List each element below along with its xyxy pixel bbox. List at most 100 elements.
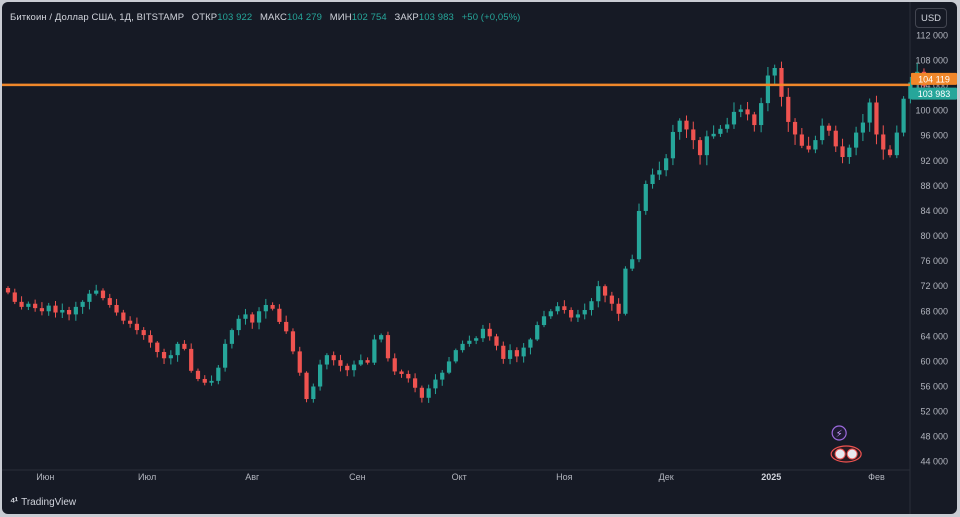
x-tick-label: Июл (138, 472, 156, 482)
candle-body (202, 378, 207, 383)
candle-body (128, 320, 133, 324)
candle-body (630, 259, 635, 269)
tradingview-logo[interactable]: ⁴¹ TradingView (10, 496, 76, 508)
candle-body (657, 170, 662, 175)
y-tick-label: 56 000 (920, 381, 948, 391)
candle-body (779, 68, 784, 97)
y-tick-label: 72 000 (920, 281, 948, 291)
candle-body (290, 331, 296, 352)
candle-body (847, 147, 852, 158)
candle-body (345, 365, 350, 371)
candle-body (752, 114, 757, 126)
candle-body (26, 303, 31, 307)
candle-body (881, 134, 886, 150)
tradingview-logo-icon: ⁴¹ (10, 496, 18, 508)
candle-body (718, 128, 723, 134)
candle-body (440, 372, 445, 380)
candle-body (73, 306, 78, 315)
y-tick-label: 80 000 (920, 231, 948, 241)
candle-body (331, 355, 336, 361)
x-tick-label: Фев (868, 472, 885, 482)
currency-button[interactable]: USD (915, 8, 947, 28)
candle-body (453, 350, 458, 362)
candle-body (141, 330, 146, 336)
close-label: ЗАКР (394, 12, 419, 23)
candle-body (460, 343, 465, 351)
candle-body (433, 379, 438, 389)
candle-body (664, 158, 669, 171)
candle-body (426, 388, 431, 398)
candle-body (494, 336, 499, 346)
y-tick-label: 100 000 (915, 106, 948, 116)
candle-body (114, 304, 119, 313)
candle-body (704, 136, 709, 156)
candle-body (372, 339, 377, 363)
candle-body (39, 308, 45, 312)
y-tick-label: 92 000 (920, 156, 948, 166)
candle-body (446, 361, 452, 373)
candle-body (521, 347, 526, 357)
last-price-text: 103 983 (918, 89, 951, 99)
x-tick-label: Сен (349, 472, 366, 482)
candle-body (867, 102, 872, 123)
y-tick-label: 104 000 (915, 81, 948, 91)
y-tick-label: 76 000 (920, 256, 948, 266)
candle-body (46, 305, 51, 312)
candle-body (697, 140, 703, 156)
candle-body (569, 310, 574, 318)
candle-body (602, 286, 608, 296)
candle-body (338, 360, 343, 366)
y-tick-label: 60 000 (920, 356, 948, 366)
candle-body (195, 370, 201, 379)
candle-body (182, 343, 187, 349)
candle-body (175, 343, 180, 356)
candle-body (582, 310, 587, 315)
candle-body (908, 82, 913, 99)
candle-body (236, 318, 241, 331)
y-tick-label: 68 000 (920, 306, 948, 316)
candle-body (358, 360, 363, 365)
candle-body (725, 124, 730, 129)
candle-body (480, 328, 486, 339)
last-price-label (911, 87, 957, 100)
lightning-icon-glyph: ⚡ (836, 429, 843, 440)
candle-body (691, 129, 696, 141)
candle-body (507, 350, 513, 359)
candle-body (33, 303, 38, 309)
candle-body (874, 102, 879, 135)
candle-body (643, 183, 648, 211)
candle-body (223, 343, 228, 368)
candle-body (399, 371, 404, 374)
candle-body (541, 316, 547, 326)
candle-body (216, 367, 221, 381)
candle-body (487, 328, 492, 337)
symbol-title[interactable]: Биткоин / Доллар США, 1Д, BITSTAMP (10, 12, 185, 23)
candle-body (894, 132, 899, 156)
x-tick-label: Июн (36, 472, 54, 482)
candle-body (575, 314, 581, 318)
candle-body (311, 386, 316, 400)
lightning-icon (831, 425, 847, 441)
candle-body (80, 301, 85, 307)
candle-body (860, 122, 866, 133)
candle-body (324, 355, 329, 365)
candle-body (636, 210, 642, 260)
candle-body (392, 358, 397, 372)
candle-body (745, 109, 750, 115)
candle-body (229, 330, 235, 344)
candle-body (813, 140, 818, 150)
y-tick-label: 52 000 (920, 407, 948, 417)
candle-body (609, 295, 614, 304)
candle-body (94, 290, 99, 294)
y-tick-label: 112 000 (916, 30, 948, 40)
level-price-label (911, 72, 957, 85)
y-tick-label: 48 000 (920, 432, 948, 442)
candle-body (792, 121, 798, 135)
x-tick-label: Ноя (556, 472, 573, 482)
candle-body (12, 292, 17, 302)
candle-body (786, 96, 791, 122)
candle-body (514, 350, 519, 357)
candle-body (528, 339, 533, 348)
